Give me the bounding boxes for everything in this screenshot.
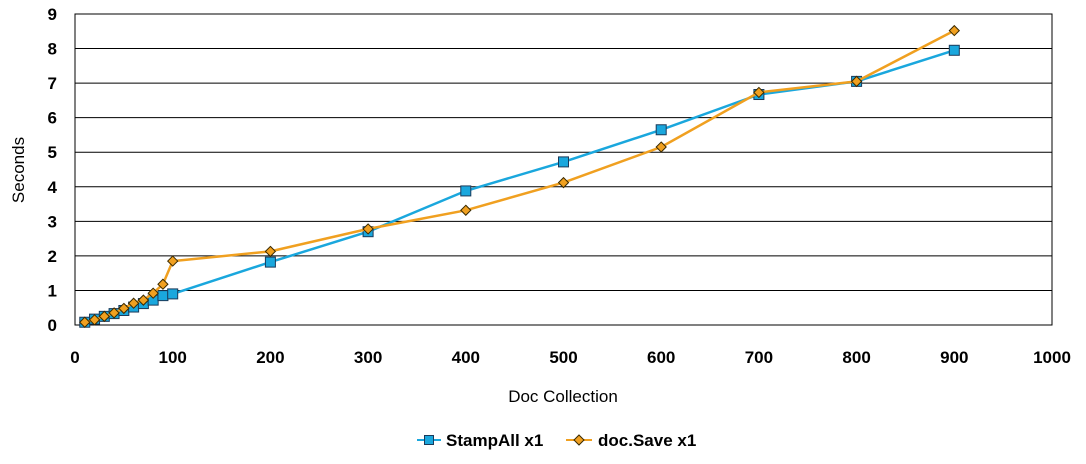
data-point-docsave <box>850 75 863 88</box>
y-tick-label: 4 <box>48 178 58 197</box>
series-docsave <box>79 24 961 328</box>
data-point-stampall <box>264 256 276 268</box>
x-tick-label: 100 <box>159 348 187 367</box>
x-tick-label: 800 <box>842 348 870 367</box>
data-point-docsave <box>108 307 120 319</box>
data-point-docsave <box>137 294 150 306</box>
data-point-docsave <box>948 24 961 37</box>
x-axis-title: Doc Collection <box>508 387 618 406</box>
series-lines <box>79 24 961 328</box>
data-point-docsave <box>98 310 111 323</box>
legend-marker-docsave <box>573 434 585 446</box>
x-tick-label: 600 <box>647 348 675 367</box>
data-point-docsave <box>460 204 472 216</box>
data-point-docsave <box>655 141 667 153</box>
x-tick-labels: 0 100 200 300 400 500 600 700 800 900 1000 <box>70 348 1071 367</box>
data-point-docsave <box>88 314 101 326</box>
y-tick-label: 0 <box>48 316 57 335</box>
y-tick-label: 8 <box>48 40 57 59</box>
legend-marker-stampall <box>424 435 434 445</box>
legend-label-stampall: StampAll x1 <box>446 431 543 450</box>
y-tick-label: 6 <box>48 109 57 128</box>
y-axis-title: Seconds <box>9 137 28 203</box>
data-point-stampall <box>460 185 472 197</box>
data-point-stampall <box>558 156 569 168</box>
data-point-docsave <box>557 176 570 189</box>
legend-label-docsave: doc.Save x1 <box>598 431 696 450</box>
data-point-docsave <box>157 278 169 290</box>
y-tick-label: 2 <box>48 247 57 266</box>
data-point-stampall <box>948 44 960 56</box>
y-tick-label: 5 <box>48 143 57 162</box>
x-tick-label: 0 <box>70 348 79 367</box>
legend-item-stampall: StampAll x1 <box>417 431 543 450</box>
legend-item-docsave: doc.Save x1 <box>566 431 696 450</box>
data-point-docsave <box>264 245 277 258</box>
data-point-docsave <box>362 223 374 235</box>
x-tick-label: 700 <box>745 348 773 367</box>
data-point-stampall <box>655 124 667 136</box>
x-tick-label: 300 <box>354 348 382 367</box>
x-tick-label: 500 <box>549 348 577 367</box>
data-point-docsave <box>166 255 179 267</box>
y-tick-label: 7 <box>48 74 57 93</box>
x-tick-label: 200 <box>256 348 284 367</box>
data-point-stampall <box>157 290 169 302</box>
y-tick-labels: 0 1 2 3 4 5 6 7 8 9 <box>48 5 58 335</box>
data-point-stampall <box>167 288 179 300</box>
data-point-docsave <box>147 287 159 299</box>
x-tick-label: 900 <box>940 348 968 367</box>
x-tick-label: 1000 <box>1033 348 1071 367</box>
y-tick-label: 9 <box>48 5 57 24</box>
data-point-docsave <box>753 86 765 99</box>
legend: StampAll x1 doc.Save x1 <box>417 431 696 450</box>
data-point-docsave <box>127 297 140 309</box>
data-point-docsave <box>79 316 91 328</box>
x-tick-label: 400 <box>452 348 480 367</box>
y-tick-label: 3 <box>48 212 57 231</box>
y-tick-label: 1 <box>48 281 57 300</box>
data-point-docsave <box>118 302 130 315</box>
